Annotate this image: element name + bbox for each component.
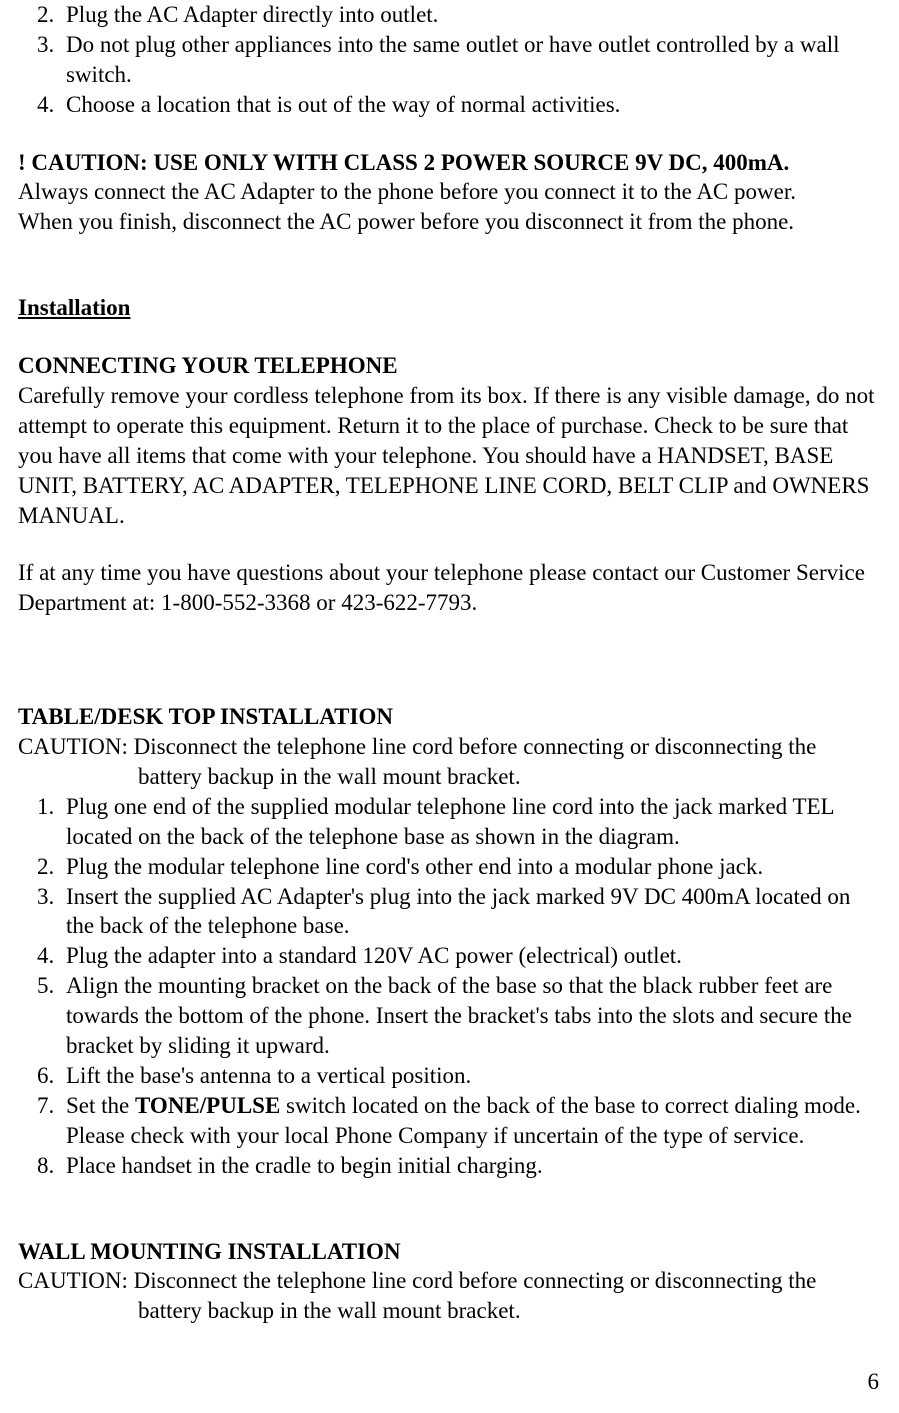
connecting-para2: If at any time you have questions about … (18, 558, 881, 618)
list-item-bold: TONE/PULSE (135, 1093, 280, 1118)
caution-text-line2: When you finish, disconnect the AC power… (18, 207, 881, 237)
caution-text-line1: Always connect the AC Adapter to the pho… (18, 177, 881, 207)
connecting-heading: CONNECTING YOUR TELEPHONE (18, 351, 881, 381)
list-item: Plug the adapter into a standard 120V AC… (60, 941, 881, 971)
caution-line2: battery backup in the wall mount bracket… (18, 1296, 881, 1326)
list-item-pre: Set the (66, 1093, 135, 1118)
list-item: Plug the AC Adapter directly into outlet… (60, 0, 881, 30)
caution-line1: CAUTION: Disconnect the telephone line c… (18, 1268, 816, 1293)
list-item: Choose a location that is out of the way… (60, 90, 881, 120)
list-item: Insert the supplied AC Adapter's plug in… (60, 882, 881, 942)
list-item: Lift the base's antenna to a vertical po… (60, 1061, 881, 1091)
list-item: Plug the modular telephone line cord's o… (60, 852, 881, 882)
list-item: Set the TONE/PULSE switch located on the… (60, 1091, 881, 1151)
page-number: 6 (868, 1369, 880, 1395)
list-item: Do not plug other appliances into the sa… (60, 30, 881, 90)
installation-heading: Installation (18, 293, 881, 323)
list-item: Align the mounting bracket on the back o… (60, 971, 881, 1061)
document-page: Plug the AC Adapter directly into outlet… (0, 0, 899, 1413)
caution-line2: battery backup in the wall mount bracket… (18, 762, 881, 792)
table-install-heading: TABLE/DESK TOP INSTALLATION (18, 702, 881, 732)
wall-install-heading: WALL MOUNTING INSTALLATION (18, 1237, 881, 1267)
table-install-list: Plug one end of the supplied modular tel… (18, 792, 881, 1181)
list-item: Plug one end of the supplied modular tel… (60, 792, 881, 852)
top-numbered-list: Plug the AC Adapter directly into outlet… (18, 0, 881, 120)
list-item: Place handset in the cradle to begin ini… (60, 1151, 881, 1181)
connecting-para1: Carefully remove your cordless telephone… (18, 381, 881, 530)
table-install-caution: CAUTION: Disconnect the telephone line c… (18, 732, 881, 792)
caution-line1: CAUTION: Disconnect the telephone line c… (18, 734, 816, 759)
caution-heading: ! CAUTION: USE ONLY WITH CLASS 2 POWER S… (18, 148, 881, 178)
wall-install-caution: CAUTION: Disconnect the telephone line c… (18, 1266, 881, 1326)
